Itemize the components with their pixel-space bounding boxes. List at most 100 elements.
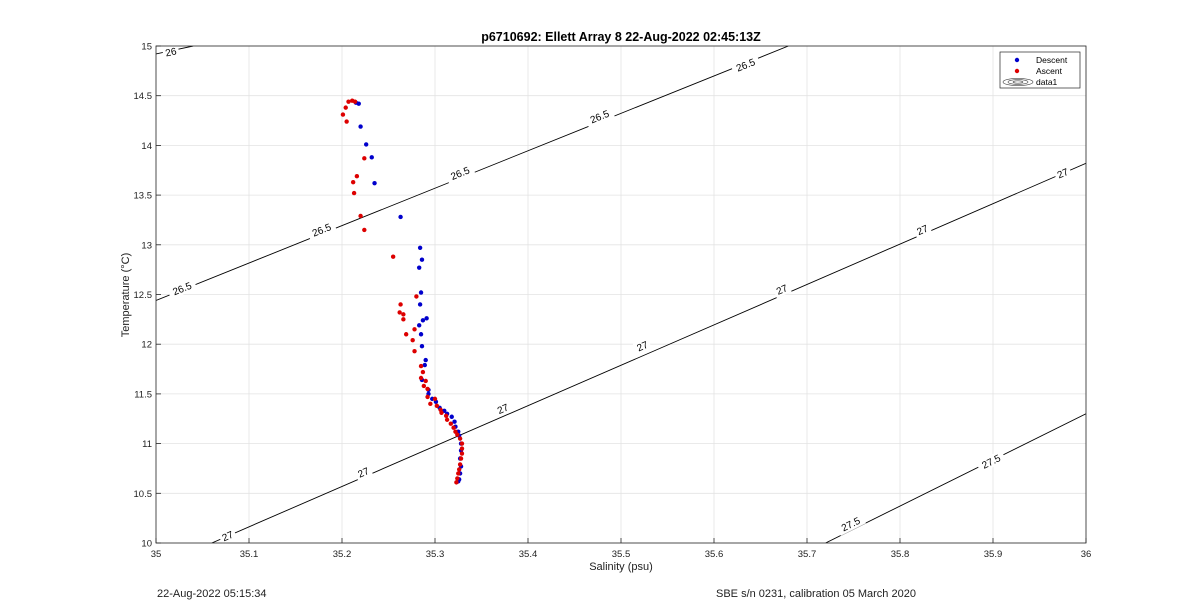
ascent-point <box>418 375 424 381</box>
x-tick-label: 35.7 <box>798 549 817 560</box>
chart-title: p6710692: Ellett Array 8 22-Aug-2022 02:… <box>481 30 761 44</box>
contour-label: 27 <box>1056 167 1071 182</box>
contour-label-bg <box>730 54 761 76</box>
legend-box <box>999 51 1081 89</box>
contour-label-group: 27 <box>217 527 238 545</box>
contour-label-group: 26.5 <box>306 219 337 241</box>
contour-label-bg <box>444 162 476 185</box>
ascent-point <box>398 302 403 307</box>
contour-label-bg <box>632 337 653 355</box>
ascent-point <box>403 332 409 337</box>
ascent-point <box>412 327 417 332</box>
contour-label-group: 27 <box>632 337 653 355</box>
ascent-point <box>444 417 450 422</box>
y-tick-label: 14.5 <box>134 91 153 102</box>
x-tick-label: 35.6 <box>705 549 724 560</box>
legend-marker-ascent <box>1014 68 1020 74</box>
y-tick-label: 15 <box>141 42 152 53</box>
contour-label-group: 26.5 <box>584 105 615 128</box>
contour-label: 27 <box>635 340 650 355</box>
contour-line-27-5 <box>825 413 1086 543</box>
contour-label-bg <box>217 527 238 545</box>
descent-point <box>449 414 454 419</box>
contour-label-group: 26.5 <box>444 162 476 185</box>
contour-label: 27 <box>221 530 236 545</box>
x-tick-label: 35.9 <box>984 549 1003 560</box>
footer-timestamp: 22-Aug-2022 05:15:34 <box>157 588 267 600</box>
ascent-point <box>448 421 454 426</box>
descent-point <box>417 245 423 250</box>
ascent-point <box>350 179 356 185</box>
descent-point <box>419 257 425 262</box>
contour-line-26 <box>156 46 194 55</box>
descent-point <box>418 290 424 295</box>
contour-line-27 <box>211 162 1086 543</box>
contour-label-bg <box>584 105 615 128</box>
x-tick-label: 35 <box>151 549 162 560</box>
ascent-point <box>434 403 440 409</box>
contour-label-bg <box>161 44 180 60</box>
ascent-point <box>414 294 419 299</box>
ascent-point <box>455 432 460 437</box>
y-tick-label: 14 <box>141 141 152 152</box>
ascent-point <box>459 451 465 456</box>
ascent-point <box>354 174 360 179</box>
ascent-point <box>346 99 351 104</box>
legend-label-ascent: Ascent <box>1036 66 1063 76</box>
legend-label-descent: Descent <box>1036 55 1068 65</box>
contour-label-group: 27 <box>353 463 374 482</box>
ascent-point <box>418 363 424 369</box>
x-tick-label: 35.1 <box>240 549 259 560</box>
ascent-point <box>421 383 427 389</box>
contour-label-group: 26.5 <box>730 54 761 76</box>
ascent-point <box>443 413 449 418</box>
descent-point <box>420 318 426 323</box>
grid <box>155 45 1087 544</box>
x-tick-label: 36 <box>1081 549 1092 560</box>
ascent-point <box>420 369 426 375</box>
ascent-point <box>425 394 430 400</box>
contour-label-group: 27 <box>772 280 792 299</box>
contour-label-bg <box>493 400 513 418</box>
contour-label-group: 27.5 <box>835 512 866 536</box>
descent-point <box>419 343 425 349</box>
y-tick-label: 13.5 <box>134 191 153 202</box>
descent-point <box>372 180 377 186</box>
ascent-point <box>456 471 461 476</box>
descent-point <box>418 332 424 337</box>
contour-label: 27 <box>775 283 790 298</box>
legend: Descent Ascent data1 <box>999 51 1081 89</box>
ascent-point <box>401 312 406 317</box>
ascent-point <box>362 156 367 161</box>
contour-label-bg <box>975 449 1007 474</box>
ascent-point <box>451 425 456 430</box>
ascent-point <box>344 119 349 124</box>
ascent-point <box>410 338 415 343</box>
contour-label-group: 26 <box>161 44 180 60</box>
ascent-point <box>397 310 402 315</box>
y-tick-label: 10.5 <box>134 489 153 500</box>
x-axis-label: Salinity (psu) <box>589 561 653 573</box>
ascent-point <box>401 317 406 322</box>
descent-point <box>422 362 427 368</box>
legend-contour-icon <box>1002 78 1034 86</box>
x-tick-label: 35.5 <box>612 549 631 560</box>
contour-label: 27 <box>915 223 930 238</box>
contour-label-group: 27 <box>493 400 513 418</box>
descent-point <box>416 323 422 328</box>
contour-label: 27 <box>496 402 511 417</box>
axis-ticks: 35 35.1 35.2 35.3 35.4 35.5 35.6 35.7 35.8 35.9 36… <box>134 42 1092 561</box>
y-tick-label: 13 <box>141 240 152 251</box>
ascent-point <box>390 254 396 259</box>
footer-instrument-info: SBE s/n 0231, calibration 05 March 2020 <box>716 588 916 600</box>
descent-point <box>356 101 361 106</box>
y-tick-label: 12.5 <box>134 290 153 301</box>
y-tick-label: 11 <box>142 439 152 450</box>
contour-label-bg <box>1053 164 1073 182</box>
ascent-point <box>412 348 417 354</box>
ascent-point <box>457 436 463 441</box>
ascent-point <box>432 396 438 402</box>
ascent-point <box>358 213 363 219</box>
ascent-point <box>457 462 463 467</box>
descent-point <box>423 357 428 363</box>
